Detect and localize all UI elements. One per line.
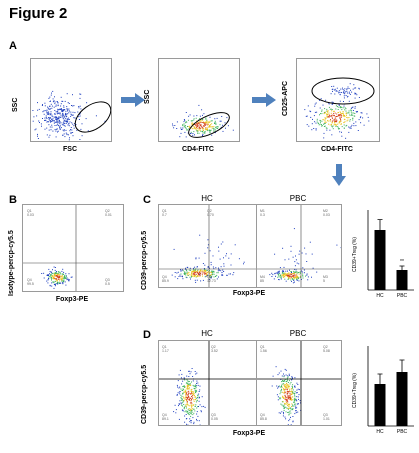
panel-b-xlabel: Foxp3-PE xyxy=(55,296,89,303)
panel-d-pbc-title: PBC xyxy=(289,329,307,338)
panel-d-ylabel: CD39-percp-cy5.5 xyxy=(141,364,148,424)
quadrant-label-ur: M2 0.03 xyxy=(323,209,330,217)
chart-d-category-pbc: PBC xyxy=(397,429,408,435)
panel-c-ylabel: CD39-percp-cy5.5 xyxy=(141,230,148,290)
chart-c-errorbar-hc xyxy=(377,219,383,230)
panel-d-pbc-svg xyxy=(257,341,341,425)
quadrant-label-ll: Q4 85.9 xyxy=(162,275,169,283)
chart-c-errorbar-pbc xyxy=(399,265,405,270)
panel-c-hc-title: HC xyxy=(201,194,213,203)
chart-c-significance-label: ** xyxy=(400,259,404,265)
quadrant-label-ul: M1 0.3 xyxy=(260,209,265,217)
chart-d-bar-pbc xyxy=(396,372,408,426)
panel-a-plot3-xlabel: CD4-FITC xyxy=(321,146,353,153)
quadrant-label-ul: Q1 1.17 xyxy=(162,345,169,353)
panel-a-plot2-svg xyxy=(172,104,234,138)
panel-b-letter: B xyxy=(9,194,17,206)
panel-d-bar-chart: CD39+Treg (%) HC PBC xyxy=(352,346,414,435)
panel-a-plot1-svg xyxy=(32,90,111,141)
quadrant-label-ur: Q2 0.01 xyxy=(105,209,112,217)
panel-a-plot-cd4-ssc xyxy=(158,58,240,142)
panel-a-plot3-ylabel: CD25-APC xyxy=(282,80,289,116)
quadrant-label-ul: Q1 1.56 xyxy=(260,345,267,353)
quadrant-label-lr: Q3 12.73 xyxy=(207,275,216,283)
figure-title: Figure 2 xyxy=(9,5,68,22)
panel-a-plot2-ylabel: SSC xyxy=(144,89,151,104)
panel-d-plot-hc: Q1 1.17 Q2 3.52 Q4 89.1 Q3 0.05 xyxy=(158,340,257,426)
panel-a-plot-fsc-ssc xyxy=(30,58,112,142)
panel-d-plot-pbc: Q1 1.56 Q2 5.08 Q4 85.8 Q3 1.01 xyxy=(256,340,342,426)
chart-d-ylabel: CD39+Treg (%) xyxy=(352,373,358,408)
quadrant-label-ll: M4 85 xyxy=(260,275,265,283)
panel-c-hc-svg xyxy=(159,205,256,287)
chart-d-errorbar-pbc xyxy=(399,359,405,372)
panel-a-letter: A xyxy=(9,40,17,52)
quadrant-label-ur: Q2 5.08 xyxy=(323,345,330,353)
quadrant-label-ll: Q4 89.1 xyxy=(162,413,169,421)
gate-ellipse-cd25 xyxy=(311,77,375,105)
quadrant-label-ul: Q1 0.03 xyxy=(27,209,34,217)
quadrant-label-lr: Q3 0.05 xyxy=(211,413,218,421)
panel-d-letter: D xyxy=(143,329,151,341)
panel-c-pbc-svg xyxy=(257,205,341,287)
chart-d-errorbar-hc xyxy=(377,373,383,384)
chart-d-bar-hc xyxy=(374,384,386,426)
gate-ellipse-lymphocytes xyxy=(74,101,111,133)
quadrant-label-ur: Q2 0.70 xyxy=(207,209,214,217)
chart-c-category-pbc: PBC xyxy=(397,293,408,299)
quadrant-label-ul: Q1 0.7 xyxy=(162,209,167,217)
chart-c-ylabel: CD39+Treg (%) xyxy=(352,237,358,272)
quadrant-label-lr: Q3 1.01 xyxy=(323,413,330,421)
panel-c-xlabel: Foxp3-PE xyxy=(232,290,266,297)
panel-c-plot-hc: Q1 0.7 Q2 0.70 Q4 85.9 Q3 12.73 xyxy=(158,204,257,288)
arrow-right-icon xyxy=(252,93,276,107)
chart-c-bar-hc xyxy=(374,230,386,290)
gate-ellipse-cd4 xyxy=(188,112,230,138)
quadrant-label-lr: Q3 0.5 xyxy=(105,278,110,286)
quadrant-label-ll: Q4 99.5 xyxy=(27,278,34,286)
chart-c-category-hc: HC xyxy=(376,293,384,299)
panel-d-hc-svg xyxy=(159,341,256,425)
chart-c-bar-pbc xyxy=(396,270,408,290)
panel-b-ylabel: Isotype-percp-cy5.5 xyxy=(8,230,15,296)
panel-d-xlabel: Foxp3-PE xyxy=(232,430,266,437)
panel-a-plot1-xlabel: FSC xyxy=(63,146,77,153)
panel-c-bar-chart: CD39+Treg (%) ** HC PBC xyxy=(352,210,414,299)
quadrant-label-ur: Q2 3.52 xyxy=(211,345,218,353)
panel-d-hc-title: HC xyxy=(201,329,213,338)
panel-b-plot-isotype: Q1 0.03 Q2 0.01 Q4 99.5 Q3 0.5 xyxy=(22,204,124,292)
panel-a-plot2-xlabel: CD4-FITC xyxy=(182,146,214,153)
quadrant-label-lr: M3 5 xyxy=(323,275,328,283)
panel-c-letter: C xyxy=(143,194,151,206)
panel-b-plot-svg xyxy=(23,205,123,291)
arrow-right-icon xyxy=(121,93,145,107)
arrow-down-icon xyxy=(332,164,346,186)
chart-d-category-hc: HC xyxy=(376,429,384,435)
quadrant-label-ll: Q4 85.8 xyxy=(260,413,267,421)
panel-c-pbc-title: PBC xyxy=(289,194,307,203)
panel-a-plot1-ylabel: SSC xyxy=(12,97,19,112)
panel-a-plot-cd4-cd25 xyxy=(296,58,380,142)
panel-a-plot3-svg xyxy=(304,77,375,139)
panel-c-plot-pbc: M1 0.3 M2 0.03 M4 85 M3 5 xyxy=(256,204,342,288)
